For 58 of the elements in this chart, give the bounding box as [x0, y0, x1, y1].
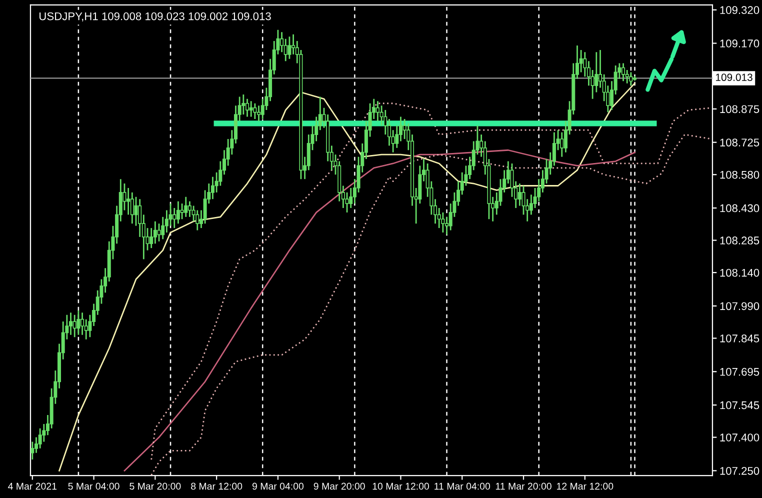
candlestick [245, 98, 250, 118]
y-tick-label: 108.725 [720, 138, 760, 146]
x-tick-label: 11 Mar 04:00 [434, 482, 490, 490]
x-tick-label: 5 Mar 20:00 [130, 482, 181, 490]
y-tick-label: 108.875 [720, 105, 760, 114]
candlestick [180, 202, 184, 220]
candlestick [622, 62, 626, 82]
y-tick-label: 108.580 [720, 170, 760, 179]
candlestick [157, 222, 161, 242]
y-tick-label: 108.285 [720, 236, 760, 244]
x-tick-label: 11 Mar 20:00 [496, 482, 552, 490]
candlestick [153, 220, 157, 244]
x-tick-label: 9 Mar 20:00 [314, 482, 365, 490]
candlestick [253, 102, 257, 120]
line-series [58, 82, 636, 472]
ref-line-label: 109.013 [716, 74, 752, 82]
candlestick [249, 100, 253, 118]
candlestick [30, 441, 34, 460]
candlestick [184, 196, 188, 218]
candlestick [130, 192, 134, 224]
x-tick-label: 10 Mar 12:00 [372, 482, 429, 490]
y-tick-label: 108.140 [720, 268, 760, 277]
x-tick-label: 9 Mar 04:00 [252, 482, 304, 490]
candlestick [288, 36, 292, 60]
candlestick [172, 207, 176, 229]
candlestick [134, 196, 138, 227]
y-tick-label: 109.320 [720, 6, 760, 14]
candlestick [196, 210, 200, 231]
y-tick-label: 107.250 [720, 466, 760, 475]
y-tick-label: 107.545 [720, 401, 760, 410]
candlestick [176, 200, 180, 224]
candlestick [518, 182, 522, 206]
y-tick-label: 107.400 [720, 434, 760, 442]
candlestick [441, 212, 445, 234]
text: USDJPY,H1 109.008 109.023 109.002 109.013 [40, 12, 271, 22]
candlestick [80, 312, 84, 336]
candlestick [72, 314, 76, 338]
candlestick [210, 176, 214, 200]
y-tick-label: 109.170 [720, 40, 760, 48]
candlestick [76, 310, 80, 336]
candlestick [629, 72, 633, 86]
x-tick-label: 8 Mar 12:00 [191, 482, 242, 490]
candlestick [38, 428, 42, 450]
x-tick-label: 5 Mar 04:00 [68, 482, 120, 490]
y-tick-label: 107.845 [720, 334, 760, 342]
x-tick-label: 4 Mar 2021 [8, 482, 57, 490]
y-tick-label: 107.695 [720, 368, 760, 376]
candlestick [560, 132, 564, 158]
candlestick [122, 182, 126, 211]
candlestick [445, 216, 449, 236]
y-tick-label: 107.990 [720, 302, 760, 310]
candlestick [126, 187, 130, 216]
x-tick-label: 12 Mar 12:00 [556, 482, 614, 490]
candlestick [188, 200, 192, 218]
candlestick [257, 104, 261, 122]
y-tick-label: 108.430 [720, 204, 760, 212]
candlestick [376, 100, 380, 122]
candlestick [69, 312, 73, 336]
